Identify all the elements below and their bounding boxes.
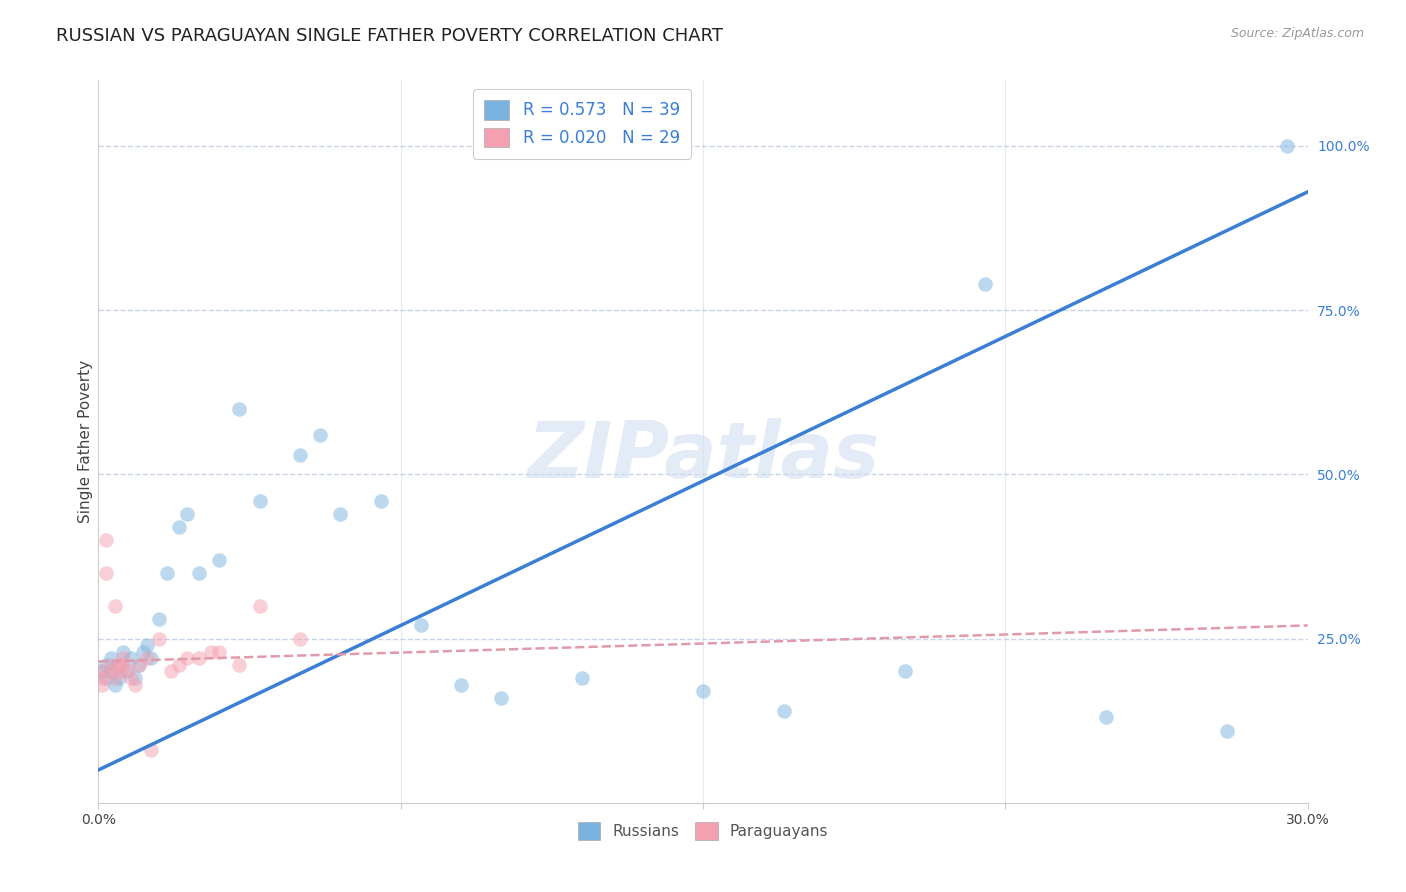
Point [124,671,146,685]
Point [96,671,118,685]
Point [228,401,250,416]
Point [200,645,222,659]
Point [139,651,162,665]
Point [249,493,271,508]
Point [135,638,157,652]
Point [120,671,142,685]
Point [100,665,122,679]
Point [107,665,129,679]
Point [160,665,183,679]
Point [100,651,122,665]
Point [139,743,162,757]
Point [115,665,138,679]
Point [491,690,513,705]
Text: Source: ZipAtlas.com: Source: ZipAtlas.com [1230,27,1364,40]
Point [1216,723,1239,738]
Point [176,507,198,521]
Point [692,684,714,698]
Point [120,651,142,665]
Point [91,665,114,679]
Point [571,671,593,685]
Point [128,657,150,672]
Point [188,566,211,580]
Point [329,507,352,521]
Point [103,671,125,685]
Point [188,651,211,665]
Point [115,665,138,679]
Point [91,665,114,679]
Point [370,493,392,508]
Point [107,657,129,672]
Point [208,553,231,567]
Point [176,651,198,665]
Point [208,645,231,659]
Point [309,428,332,442]
Point [772,704,794,718]
Point [100,657,122,672]
Point [409,618,432,632]
Point [107,671,129,685]
Point [288,632,311,646]
Point [91,677,114,691]
Point [893,665,915,679]
Legend: Russians, Paraguayans: Russians, Paraguayans [571,816,835,846]
Point [132,645,155,659]
Point [288,448,311,462]
Point [148,632,170,646]
Point [100,665,122,679]
Point [96,657,118,672]
Point [450,677,472,691]
Point [124,677,146,691]
Point [1095,710,1118,724]
Point [135,651,157,665]
Point [167,520,190,534]
Y-axis label: Single Father Poverty: Single Father Poverty [77,360,93,523]
Point [974,277,997,291]
Point [111,645,134,659]
Point [249,599,271,613]
Point [107,657,129,672]
Point [103,599,125,613]
Point [148,612,170,626]
Point [96,533,118,547]
Point [96,566,118,580]
Point [1277,139,1299,153]
Point [156,566,179,580]
Point [228,657,250,672]
Text: ZIPatlas: ZIPatlas [527,418,879,494]
Point [128,657,150,672]
Text: RUSSIAN VS PARAGUAYAN SINGLE FATHER POVERTY CORRELATION CHART: RUSSIAN VS PARAGUAYAN SINGLE FATHER POVE… [56,27,723,45]
Point [167,657,190,672]
Point [91,671,114,685]
Point [111,651,134,665]
Point [103,677,125,691]
Point [111,657,134,672]
